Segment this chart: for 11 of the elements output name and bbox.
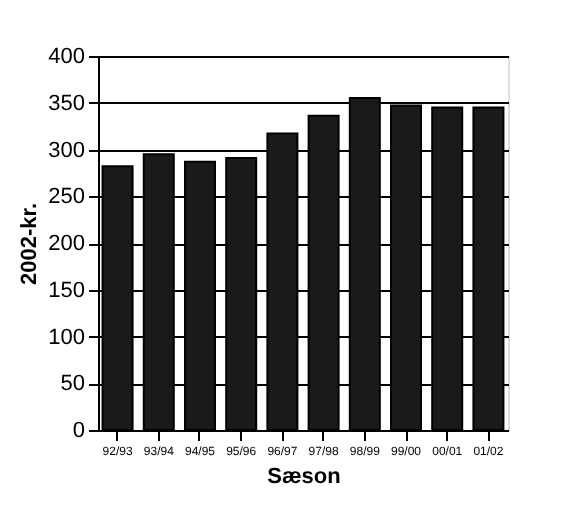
x-axis-title: Sæson	[267, 465, 342, 489]
y-tick-label: 250	[48, 185, 85, 210]
y-tick-label: 50	[60, 372, 85, 397]
y-tick-label: 0	[72, 419, 85, 443]
y-tick-label: 150	[48, 278, 85, 303]
y-tick-label: 300	[48, 138, 85, 163]
y-tick-label: 100	[48, 325, 85, 350]
y-tick-label: 350	[48, 91, 85, 116]
y-tick-label: 400	[48, 45, 85, 69]
y-tick-label: 200	[48, 232, 85, 256]
y-axis-title: 2002-kr.	[18, 203, 43, 285]
